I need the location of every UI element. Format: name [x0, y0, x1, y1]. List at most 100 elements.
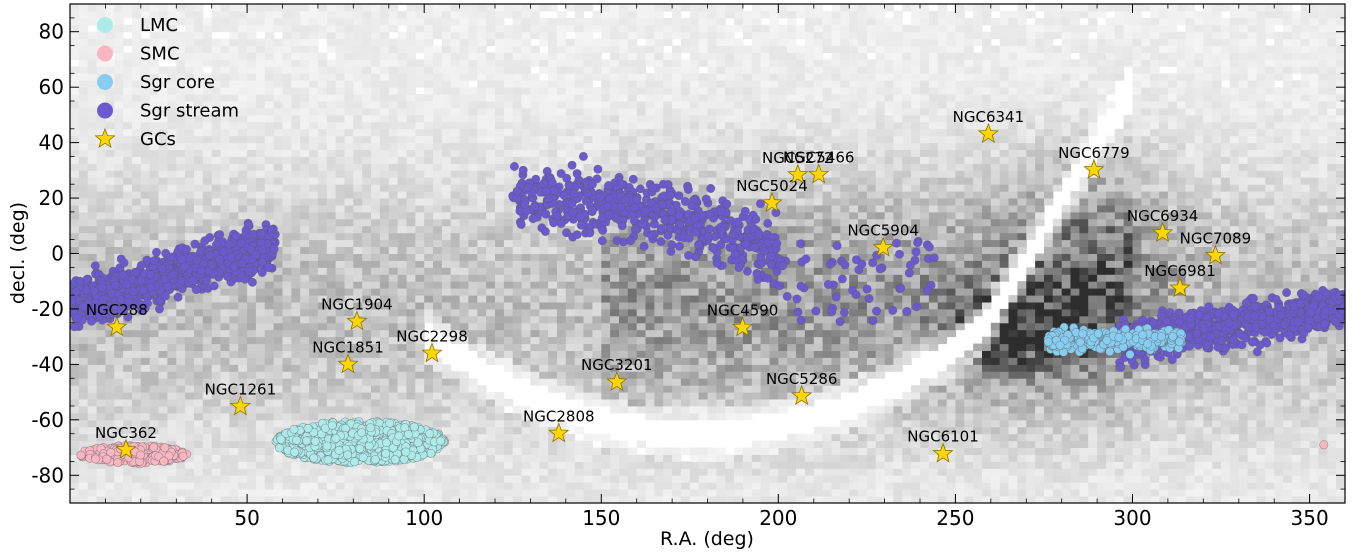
density-cell — [247, 336, 257, 345]
density-cell — [698, 10, 708, 19]
density-cell — [87, 191, 98, 199]
density-cell — [619, 385, 629, 393]
density-cell — [645, 392, 655, 400]
density-cell — [539, 475, 549, 483]
density-cell — [583, 267, 593, 275]
density-cell — [645, 288, 655, 296]
density-cell — [176, 17, 186, 26]
density-cell — [202, 392, 213, 400]
density-cell — [202, 419, 213, 428]
density-cell — [114, 66, 124, 74]
density-cell — [539, 38, 549, 47]
density-cell — [282, 66, 292, 74]
density-cell — [663, 447, 673, 455]
density-cell — [326, 232, 337, 241]
density-cell — [557, 17, 567, 26]
density-cell — [521, 295, 531, 303]
density-cell — [300, 260, 310, 268]
density-cell — [185, 350, 195, 358]
density-cell — [601, 440, 611, 448]
density-cell — [300, 218, 310, 227]
density-cell — [592, 295, 602, 303]
density-cell — [238, 392, 248, 400]
density-cell — [530, 378, 540, 386]
density-cell — [627, 406, 638, 414]
density-cell — [211, 468, 222, 476]
density-cell — [397, 45, 407, 53]
density-cell — [264, 73, 275, 81]
density-cell — [87, 17, 98, 26]
density-cell — [450, 108, 461, 116]
density-cell — [636, 489, 647, 497]
density-cell — [689, 170, 700, 178]
density-cell — [335, 336, 345, 345]
density-cell — [521, 406, 531, 414]
density-cell — [371, 80, 381, 88]
density-cell — [371, 412, 381, 421]
density-cell — [70, 392, 80, 400]
density-cell — [264, 24, 275, 33]
density-cell — [459, 475, 469, 483]
density-cell — [645, 253, 655, 261]
density-cell — [459, 336, 469, 345]
density-cell — [397, 73, 407, 81]
density-cell — [663, 468, 673, 476]
density-cell — [672, 350, 682, 358]
density-cell — [379, 205, 390, 213]
density-cell — [344, 392, 354, 400]
density-cell — [273, 385, 283, 393]
density-cell — [238, 440, 248, 448]
density-cell — [654, 94, 664, 102]
density-cell — [663, 156, 673, 164]
density-cell — [140, 357, 151, 365]
density-cell — [282, 489, 292, 497]
density-cell — [291, 80, 301, 88]
density-cell — [149, 80, 160, 88]
density-cell — [371, 288, 381, 296]
density-cell — [565, 315, 576, 324]
density-cell — [167, 31, 177, 40]
density-cell — [194, 218, 204, 227]
density-cell — [583, 475, 593, 483]
density-cell — [255, 419, 266, 428]
density-cell — [185, 302, 195, 310]
density-cell — [415, 94, 425, 102]
density-cell — [583, 114, 593, 123]
density-cell — [264, 308, 275, 317]
density-cell — [379, 288, 390, 296]
density-cell — [672, 87, 682, 95]
density-cell — [583, 121, 593, 130]
density-cell — [592, 156, 602, 164]
density-cell — [388, 496, 399, 503]
density-cell — [344, 59, 354, 67]
density-cell — [167, 489, 177, 497]
density-cell — [503, 433, 514, 442]
density-cell — [521, 426, 531, 435]
density-cell — [96, 412, 106, 421]
density-cell — [149, 385, 160, 393]
density-cell — [397, 177, 407, 185]
density-cell — [220, 322, 230, 331]
density-cell — [521, 66, 531, 74]
density-cell — [255, 399, 266, 407]
density-cell — [397, 66, 407, 74]
density-cell — [601, 343, 611, 351]
density-cell — [672, 336, 682, 345]
density-cell — [105, 419, 115, 428]
density-cell — [397, 475, 407, 483]
density-cell — [158, 489, 168, 497]
density-cell — [459, 440, 469, 448]
density-cell — [539, 218, 549, 227]
density-cell — [96, 426, 106, 435]
density-cell — [557, 454, 567, 462]
density-cell — [574, 302, 585, 310]
density-cell — [317, 336, 328, 345]
density-cell — [636, 142, 647, 150]
density-cell — [495, 101, 505, 109]
density-cell — [371, 17, 381, 26]
density-cell — [486, 461, 496, 469]
density-cell — [415, 135, 425, 144]
density-cell — [574, 295, 585, 303]
density-cell — [397, 315, 407, 324]
density-cell — [202, 211, 213, 220]
